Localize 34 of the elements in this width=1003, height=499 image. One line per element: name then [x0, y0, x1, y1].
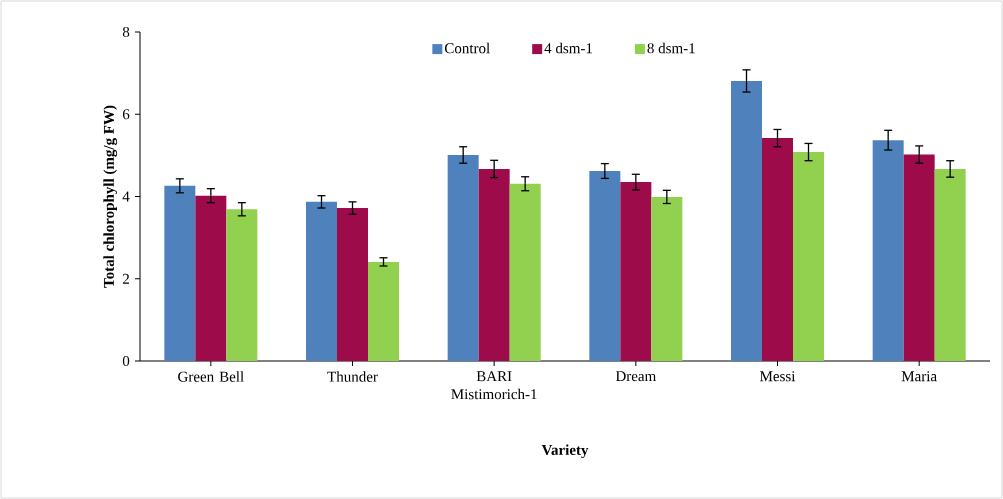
bar — [589, 171, 621, 361]
legend-label: Control — [444, 42, 490, 54]
x-tick-label: BARI Mistimorich-1 — [451, 371, 537, 400]
bar — [447, 154, 479, 361]
x-tick-label: Maria — [901, 371, 937, 382]
bar — [164, 185, 196, 361]
y-tick-label: 0 — [122, 355, 130, 367]
bar — [368, 261, 399, 361]
x-tick-label: Dream — [615, 371, 657, 382]
y-tick-label: 6 — [122, 109, 130, 120]
y-tick-label: 2 — [122, 273, 129, 284]
y-axis-title: Total chlorophyll (mg/g FW) — [103, 105, 118, 288]
bar — [793, 152, 824, 361]
bar — [337, 208, 368, 361]
legend-label: 8 dsm-1 — [647, 42, 695, 54]
bar — [872, 140, 904, 361]
bar — [195, 195, 227, 361]
x-tick-label: Green Bell — [178, 371, 244, 382]
bar — [509, 183, 541, 361]
bar — [306, 201, 337, 361]
bar — [651, 196, 683, 361]
bar — [731, 80, 762, 361]
legend-label: 4 dsm-1 — [544, 42, 593, 54]
bar — [226, 209, 258, 361]
bar — [762, 138, 793, 361]
bar — [903, 154, 935, 361]
x-tick-label: Messi — [760, 371, 796, 382]
x-axis-title: Variety — [541, 444, 589, 459]
y-tick-label: 8 — [122, 26, 130, 38]
bar — [478, 168, 510, 361]
y-tick-label: 4 — [122, 191, 130, 202]
x-tick-label: Thunder — [327, 371, 378, 382]
bar — [620, 182, 652, 361]
bar — [934, 168, 966, 361]
